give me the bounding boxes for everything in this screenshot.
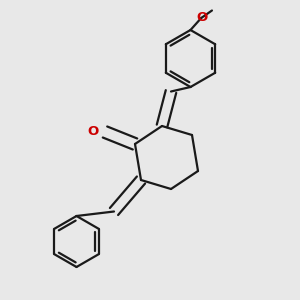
Text: O: O <box>87 125 98 138</box>
Text: O: O <box>196 11 208 24</box>
